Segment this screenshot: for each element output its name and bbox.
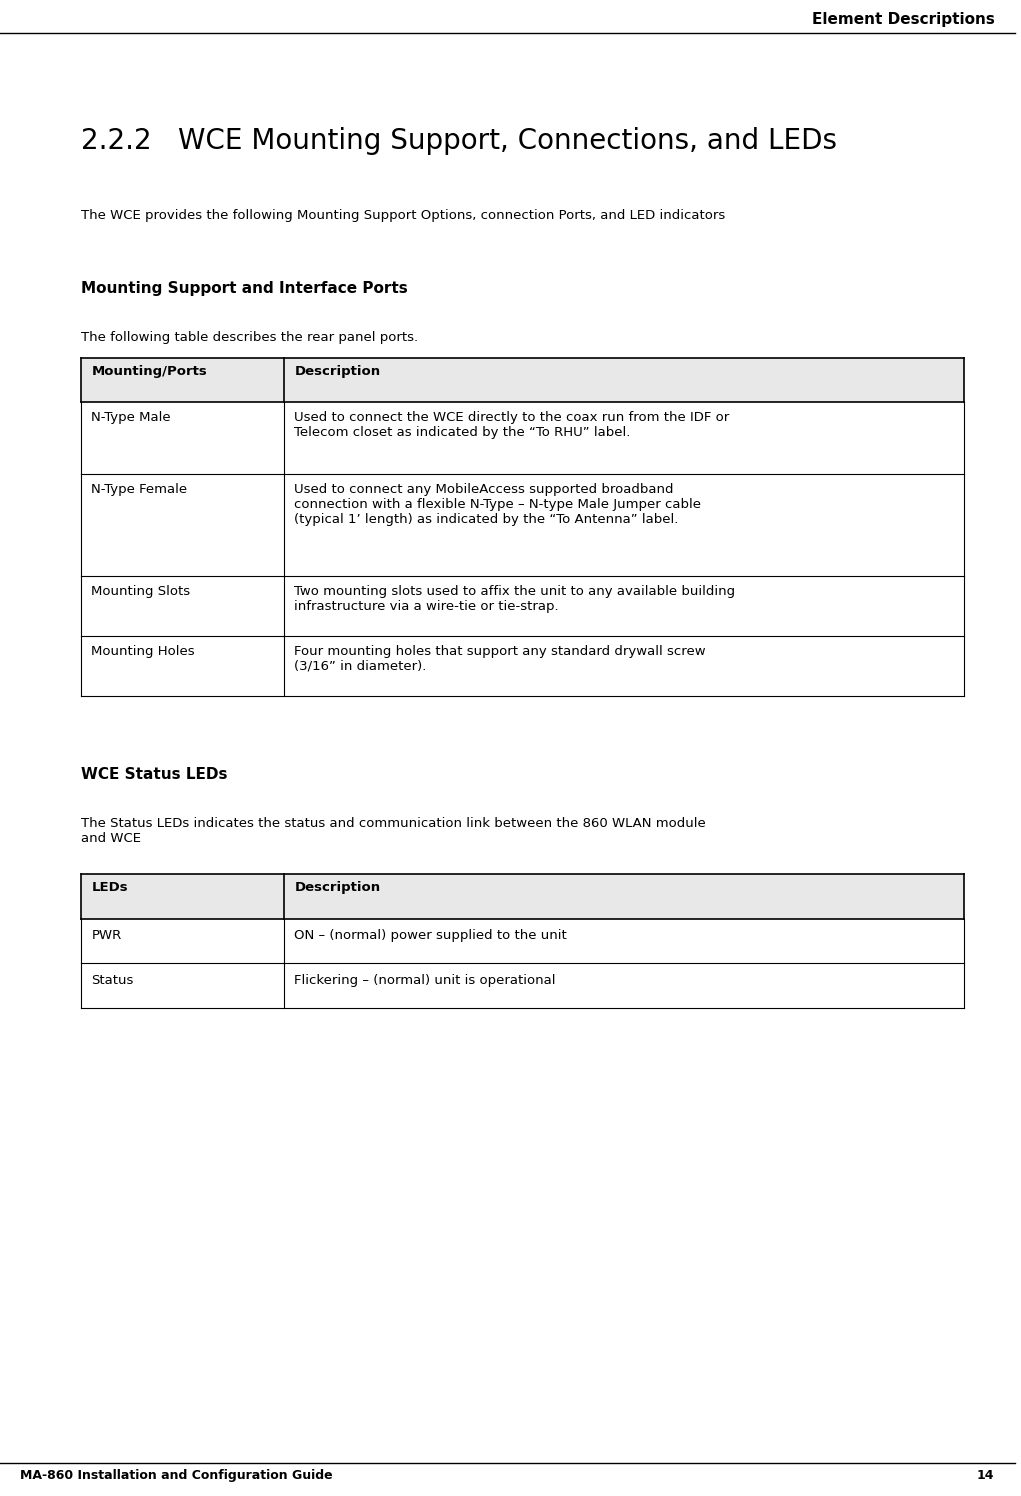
Text: Mounting/Ports: Mounting/Ports bbox=[91, 365, 207, 378]
Text: The following table describes the rear panel ports.: The following table describes the rear p… bbox=[82, 331, 419, 344]
Text: 2.2.2: 2.2.2 bbox=[82, 127, 152, 156]
Text: Mounting Holes: Mounting Holes bbox=[91, 645, 195, 658]
Text: Used to connect the WCE directly to the coax run from the IDF or
Telecom closet : Used to connect the WCE directly to the … bbox=[294, 411, 730, 440]
Text: WCE Mounting Support, Connections, and LEDs: WCE Mounting Support, Connections, and L… bbox=[178, 127, 836, 156]
Text: LEDs: LEDs bbox=[91, 881, 128, 895]
Text: Element Descriptions: Element Descriptions bbox=[812, 12, 994, 27]
Text: Description: Description bbox=[294, 881, 381, 895]
Text: PWR: PWR bbox=[91, 929, 121, 942]
Text: The WCE provides the following Mounting Support Options, connection Ports, and L: The WCE provides the following Mounting … bbox=[82, 209, 726, 223]
Text: The Status LEDs indicates the status and communication link between the 860 WLAN: The Status LEDs indicates the status and… bbox=[82, 817, 706, 845]
Text: N-Type Female: N-Type Female bbox=[91, 483, 188, 497]
Text: WCE Status LEDs: WCE Status LEDs bbox=[82, 767, 228, 782]
Text: Two mounting slots used to affix the unit to any available building
infrastructu: Two mounting slots used to affix the uni… bbox=[294, 585, 735, 613]
Text: Used to connect any MobileAccess supported broadband
connection with a flexible : Used to connect any MobileAccess support… bbox=[294, 483, 701, 527]
Text: 14: 14 bbox=[977, 1469, 994, 1483]
FancyBboxPatch shape bbox=[82, 874, 964, 919]
Text: Mounting Slots: Mounting Slots bbox=[91, 585, 191, 598]
Text: Description: Description bbox=[294, 365, 381, 378]
Text: N-Type Male: N-Type Male bbox=[91, 411, 171, 425]
Text: Mounting Support and Interface Ports: Mounting Support and Interface Ports bbox=[82, 281, 408, 296]
Text: MA-860 Installation and Configuration Guide: MA-860 Installation and Configuration Gu… bbox=[20, 1469, 333, 1483]
Text: ON – (normal) power supplied to the unit: ON – (normal) power supplied to the unit bbox=[294, 929, 567, 942]
Text: Flickering – (normal) unit is operational: Flickering – (normal) unit is operationa… bbox=[294, 974, 555, 987]
Text: Four mounting holes that support any standard drywall screw
(3/16” in diameter).: Four mounting holes that support any sta… bbox=[294, 645, 706, 673]
FancyBboxPatch shape bbox=[82, 358, 964, 402]
Text: Status: Status bbox=[91, 974, 134, 987]
